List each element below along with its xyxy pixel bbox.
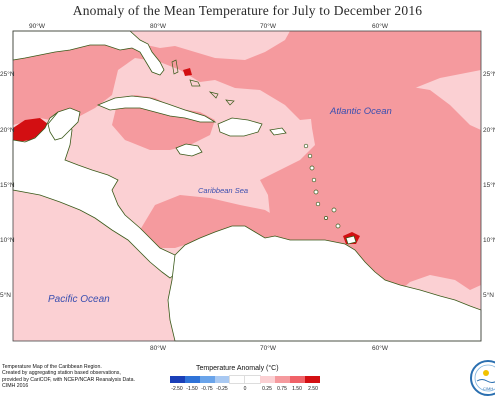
left-tick: 10°N xyxy=(0,236,15,244)
anomaly-zone-red-cuba xyxy=(112,95,215,150)
land-cuba xyxy=(96,95,217,123)
top-tick: 70°W xyxy=(260,22,277,30)
legend-swatch xyxy=(260,376,275,383)
left-tick: 20°N xyxy=(0,126,15,134)
pacific-ocean-label: Pacific Ocean xyxy=(48,294,110,305)
right-tick: 15°N xyxy=(483,181,495,189)
caribbean-sea-label: Caribbean Sea xyxy=(198,186,248,195)
land-hispaniola xyxy=(217,117,263,137)
credit-line: Temperature Map of the Caribbean Region. xyxy=(2,364,102,370)
legend-swatch xyxy=(200,376,215,383)
cimh-logo: CIMH xyxy=(470,360,495,396)
legend-label: 0.25 xyxy=(262,386,272,392)
legend-swatch xyxy=(290,376,305,383)
legend-swatch xyxy=(244,375,261,384)
bottom-tick: 60°W xyxy=(372,344,389,352)
left-tick: 5°N xyxy=(0,291,11,299)
legend-swatch xyxy=(185,376,200,383)
right-axis-ticks: 25°N 20°N 15°N 10°N 5°N xyxy=(483,70,495,299)
legend-label: -0.75 xyxy=(201,386,213,392)
top-axis-ticks: 90°W 80°W 70°W 60°W xyxy=(29,22,389,30)
bottom-tick: 70°W xyxy=(260,344,277,352)
atlantic-ocean-label: Atlantic Ocean xyxy=(329,106,392,117)
left-axis-ticks: 25°N 20°N 15°N 10°N 5°N xyxy=(0,70,15,299)
top-tick: 80°W xyxy=(150,22,167,30)
credit-line: CIMH 2016 xyxy=(2,383,29,390)
bottom-tick: 80°W xyxy=(150,344,167,352)
right-tick: 10°N xyxy=(483,236,495,244)
right-tick: 5°N xyxy=(483,291,494,299)
legend-swatch xyxy=(215,376,230,383)
legend-label: 0.75 xyxy=(277,386,287,392)
land-florida-gulf xyxy=(12,30,165,76)
map-area xyxy=(12,30,482,342)
legend-label: -0.25 xyxy=(216,386,228,392)
top-tick: 90°W xyxy=(29,22,46,30)
land-trinidad xyxy=(345,235,357,245)
right-tick: 25°N xyxy=(483,70,495,78)
land-lesser-antilles xyxy=(303,143,341,229)
map-title: Anomaly of the Mean Temperature for July… xyxy=(72,3,423,18)
anomaly-spot-bahamas xyxy=(183,68,192,76)
left-tick: 15°N xyxy=(0,181,15,189)
legend-label: 2.50 xyxy=(308,386,318,392)
logo-label: CIMH xyxy=(483,386,493,391)
land-puerto-rico xyxy=(269,127,287,136)
land-jamaica xyxy=(175,143,203,157)
anomaly-zone-red-north xyxy=(13,31,481,125)
anomaly-spot-yucatan xyxy=(13,118,48,142)
legend-swatch xyxy=(275,376,290,383)
land-yucatan xyxy=(47,107,81,141)
legend-swatch xyxy=(170,376,185,383)
right-tick: 20°N xyxy=(483,126,495,134)
map-credits: Temperature Map of the Caribbean Region.… xyxy=(2,364,157,390)
legend-labels: -2.50 -1.50 -0.75 -0.25 0 0.25 0.75 1.50… xyxy=(163,386,343,394)
anomaly-zone-red-east xyxy=(260,85,481,330)
legend-label: -2.50 xyxy=(171,386,183,392)
left-tick: 25°N xyxy=(0,70,15,78)
bottom-axis-ticks: 80°W 70°W 60°W xyxy=(150,344,389,352)
legend-label: 0 xyxy=(243,386,247,392)
legend-label: -1.50 xyxy=(186,386,198,392)
land-bahamas xyxy=(171,59,235,106)
legend-colorbar xyxy=(170,375,320,384)
credit-line: Created by aggregating station based obs… xyxy=(2,370,121,377)
legend-swatch xyxy=(229,375,246,384)
legend-swatch xyxy=(305,376,320,383)
credit-line: provided by CariCOF, with NCEP/NCAR Rean… xyxy=(2,376,135,383)
top-tick: 60°W xyxy=(372,22,389,30)
legend-title: Temperature Anomaly (°C) xyxy=(196,365,279,372)
anomaly-zone-red-south xyxy=(140,195,305,248)
legend-label: 1.50 xyxy=(292,386,302,392)
